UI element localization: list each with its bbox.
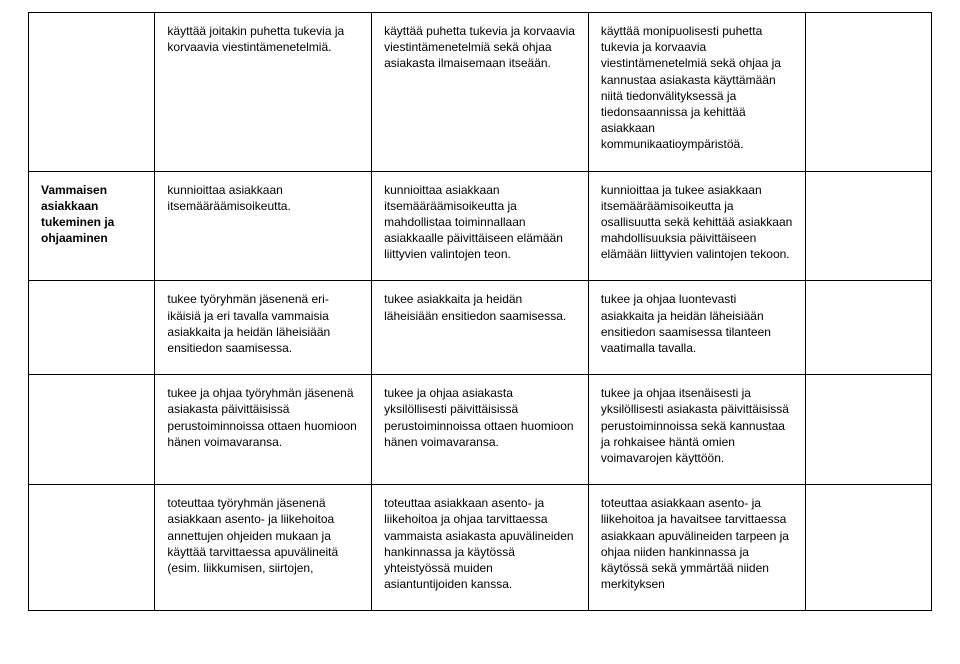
table-row: Vammaisen asiakkaan tukeminen ja ohjaami… — [29, 171, 932, 281]
criteria-h2-cell: kunnioittaa asiakkaan itsemääräämisoikeu… — [372, 171, 589, 281]
table-row: toteuttaa työryhmän jäsenenä asiakkaan a… — [29, 485, 932, 611]
row-label-cell — [29, 485, 155, 611]
empty-cell — [805, 13, 931, 172]
table-row: tukee työryhmän jäsenenä eri-ikäisiä ja … — [29, 281, 932, 375]
criteria-k3-cell: toteuttaa asiakkaan asento- ja liikehoit… — [588, 485, 805, 611]
empty-cell — [805, 375, 931, 485]
criteria-k3-cell: tukee ja ohjaa luontevasti asiakkaita ja… — [588, 281, 805, 375]
row-label-cell — [29, 281, 155, 375]
table-row: käyttää joitakin puhetta tukevia ja korv… — [29, 13, 932, 172]
criteria-h2-cell: käyttää puhetta tukevia ja korvaavia vie… — [372, 13, 589, 172]
criteria-t1-cell: kunnioittaa asiakkaan itsemääräämisoikeu… — [155, 171, 372, 281]
criteria-h2-cell: toteuttaa asiakkaan asento- ja liikehoit… — [372, 485, 589, 611]
empty-cell — [805, 171, 931, 281]
empty-cell — [805, 485, 931, 611]
row-label-cell — [29, 13, 155, 172]
criteria-t1-cell: toteuttaa työryhmän jäsenenä asiakkaan a… — [155, 485, 372, 611]
criteria-table: käyttää joitakin puhetta tukevia ja korv… — [28, 12, 932, 611]
criteria-k3-cell: tukee ja ohjaa itsenäisesti ja yksilölli… — [588, 375, 805, 485]
row-label-cell — [29, 375, 155, 485]
criteria-t1-cell: tukee työryhmän jäsenenä eri-ikäisiä ja … — [155, 281, 372, 375]
criteria-k3-cell: kunnioittaa ja tukee asiakkaan itsemäärä… — [588, 171, 805, 281]
criteria-k3-cell: käyttää monipuolisesti puhetta tukevia j… — [588, 13, 805, 172]
criteria-h2-cell: tukee asiakkaita ja heidän läheisiään en… — [372, 281, 589, 375]
empty-cell — [805, 281, 931, 375]
table-row: tukee ja ohjaa työryhmän jäsenenä asiaka… — [29, 375, 932, 485]
criteria-t1-cell: tukee ja ohjaa työryhmän jäsenenä asiaka… — [155, 375, 372, 485]
criteria-t1-cell: käyttää joitakin puhetta tukevia ja korv… — [155, 13, 372, 172]
row-label-cell: Vammaisen asiakkaan tukeminen ja ohjaami… — [29, 171, 155, 281]
criteria-h2-cell: tukee ja ohjaa asiakasta yksilöllisesti … — [372, 375, 589, 485]
